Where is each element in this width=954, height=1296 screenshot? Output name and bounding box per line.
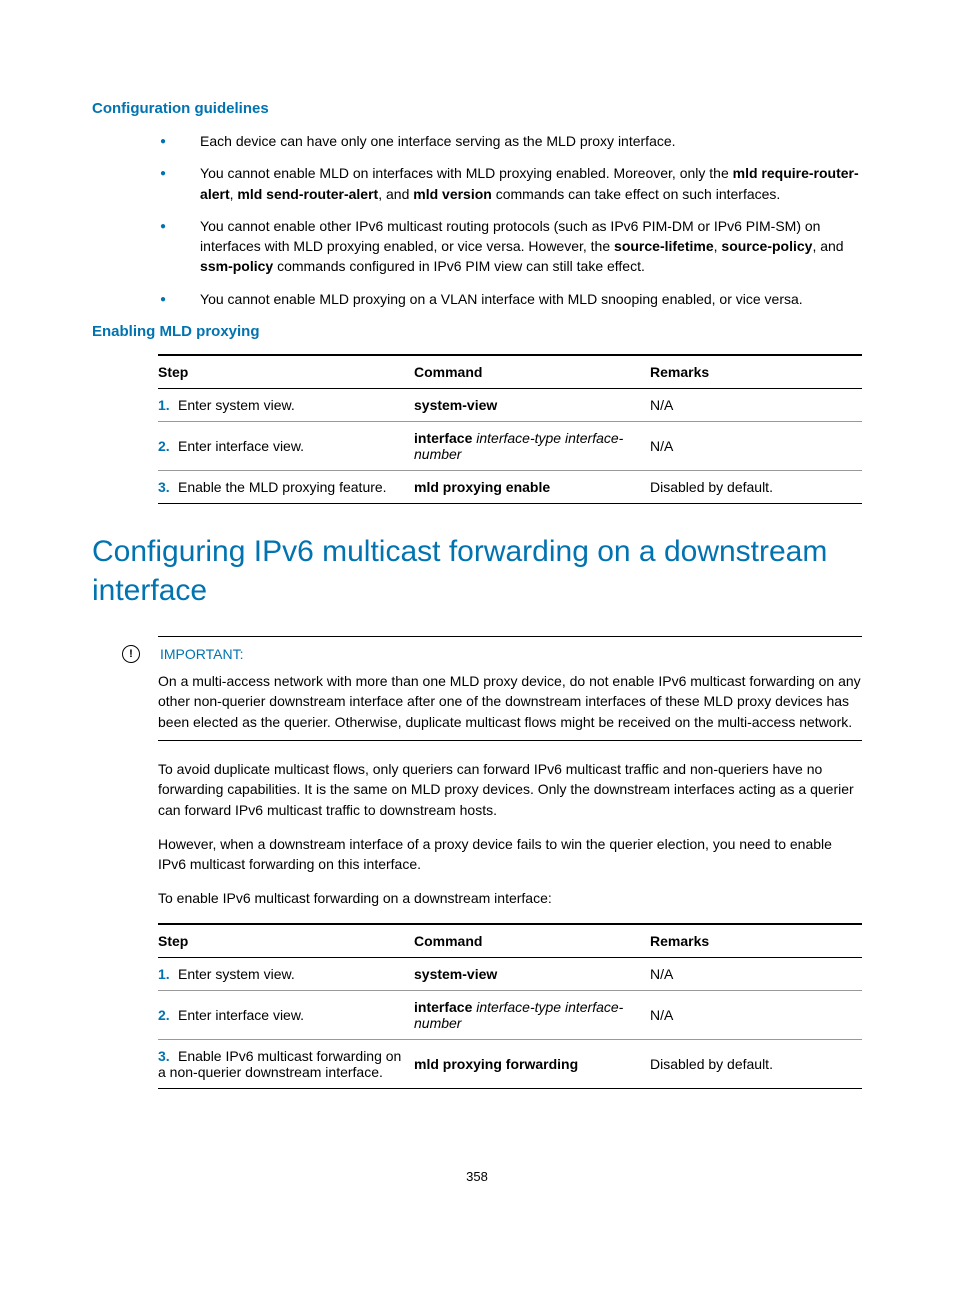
bullet-icon: ● bbox=[160, 135, 166, 151]
remarks-cell: Disabled by default. bbox=[650, 471, 862, 504]
remarks-cell: N/A bbox=[650, 957, 862, 990]
heading-enabling-mld-proxying: Enabling MLD proxying bbox=[92, 323, 862, 340]
col-header-command: Command bbox=[414, 355, 650, 389]
bullet-text: You cannot enable MLD on interfaces with… bbox=[200, 163, 862, 204]
remarks-cell: N/A bbox=[650, 422, 862, 471]
command-cell: interface interface-type interface-numbe… bbox=[414, 990, 650, 1039]
page-number: 358 bbox=[92, 1169, 862, 1184]
command-cell: mld proxying enable bbox=[414, 471, 650, 504]
list-item: ● You cannot enable MLD on interfaces wi… bbox=[160, 163, 862, 204]
step-cell: 3.Enable IPv6 multicast forwarding on a … bbox=[158, 1039, 414, 1088]
heading-config-guidelines: Configuration guidelines bbox=[92, 100, 862, 117]
step-cell: 1.Enter system view. bbox=[158, 957, 414, 990]
remarks-cell: N/A bbox=[650, 990, 862, 1039]
important-icon: ! bbox=[122, 645, 140, 663]
step-cell: 2.Enter interface view. bbox=[158, 990, 414, 1039]
body-paragraph: To enable IPv6 multicast forwarding on a… bbox=[158, 888, 862, 908]
step-cell: 1.Enter system view. bbox=[158, 389, 414, 422]
ipv6-forwarding-table: Step Command Remarks 1.Enter system view… bbox=[158, 923, 862, 1089]
col-header-step: Step bbox=[158, 924, 414, 958]
table-row: 3.Enable the MLD proxying feature. mld p… bbox=[158, 471, 862, 504]
command-cell: mld proxying forwarding bbox=[414, 1039, 650, 1088]
mld-proxying-table: Step Command Remarks 1.Enter system view… bbox=[158, 354, 862, 504]
table-row: 1.Enter system view. system-view N/A bbox=[158, 389, 862, 422]
bullet-icon: ● bbox=[160, 220, 166, 277]
bullet-icon: ● bbox=[160, 293, 166, 309]
table-row: 1.Enter system view. system-view N/A bbox=[158, 957, 862, 990]
important-text: On a multi-access network with more than… bbox=[158, 671, 862, 741]
important-header: ! IMPORTANT: bbox=[158, 636, 862, 663]
heading-configuring-ipv6-forwarding: Configuring IPv6 multicast forwarding on… bbox=[92, 532, 862, 610]
command-cell: system-view bbox=[414, 389, 650, 422]
guidelines-bullet-list: ● Each device can have only one interfac… bbox=[92, 131, 862, 309]
bullet-text: You cannot enable other IPv6 multicast r… bbox=[200, 216, 862, 277]
important-callout: ! IMPORTANT: On a multi-access network w… bbox=[158, 636, 862, 741]
remarks-cell: Disabled by default. bbox=[650, 1039, 862, 1088]
col-header-remarks: Remarks bbox=[650, 355, 862, 389]
table-header-row: Step Command Remarks bbox=[158, 355, 862, 389]
table-header-row: Step Command Remarks bbox=[158, 924, 862, 958]
command-cell: interface interface-type interface-numbe… bbox=[414, 422, 650, 471]
remarks-cell: N/A bbox=[650, 389, 862, 422]
important-label: IMPORTANT: bbox=[160, 646, 244, 662]
body-paragraph: However, when a downstream interface of … bbox=[158, 834, 862, 875]
table-row: 3.Enable IPv6 multicast forwarding on a … bbox=[158, 1039, 862, 1088]
step-cell: 3.Enable the MLD proxying feature. bbox=[158, 471, 414, 504]
bullet-icon: ● bbox=[160, 167, 166, 204]
page-content: Configuration guidelines ● Each device c… bbox=[0, 0, 954, 1244]
list-item: ● You cannot enable other IPv6 multicast… bbox=[160, 216, 862, 277]
list-item: ● Each device can have only one interfac… bbox=[160, 131, 862, 151]
col-header-step: Step bbox=[158, 355, 414, 389]
list-item: ● You cannot enable MLD proxying on a VL… bbox=[160, 289, 862, 309]
table-row: 2.Enter interface view. interface interf… bbox=[158, 990, 862, 1039]
bullet-text: You cannot enable MLD proxying on a VLAN… bbox=[200, 289, 862, 309]
col-header-remarks: Remarks bbox=[650, 924, 862, 958]
col-header-command: Command bbox=[414, 924, 650, 958]
table-row: 2.Enter interface view. interface interf… bbox=[158, 422, 862, 471]
body-paragraph: To avoid duplicate multicast flows, only… bbox=[158, 759, 862, 820]
command-cell: system-view bbox=[414, 957, 650, 990]
step-cell: 2.Enter interface view. bbox=[158, 422, 414, 471]
bullet-text: Each device can have only one interface … bbox=[200, 131, 862, 151]
